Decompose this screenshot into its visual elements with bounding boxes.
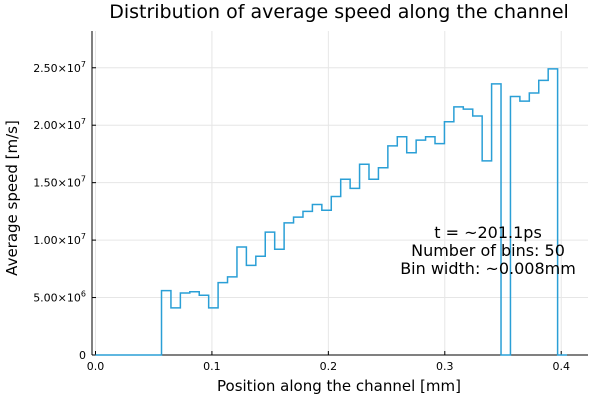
histogram-bin-18 bbox=[265, 232, 274, 355]
histogram-bin-17 bbox=[256, 256, 265, 355]
x-tick-label-3: 0.3 bbox=[436, 360, 454, 373]
histogram-bin-21 bbox=[294, 217, 303, 355]
histogram-bin-13 bbox=[218, 283, 227, 355]
annotation-bins: Number of bins: 50 bbox=[411, 241, 565, 260]
histogram-bin-42 bbox=[492, 84, 501, 355]
y-tick-label-4: 2.00×107 bbox=[33, 117, 86, 132]
histogram-bin-16 bbox=[246, 265, 255, 355]
x-tick-label-1: 0.1 bbox=[203, 360, 221, 373]
y-tick-label-2: 1.00×107 bbox=[33, 232, 86, 247]
histogram-bin-19 bbox=[275, 249, 284, 355]
x-tick-label-0: 0.0 bbox=[87, 360, 105, 373]
histogram-bin-8 bbox=[171, 308, 180, 355]
histogram-bin-20 bbox=[284, 223, 293, 355]
histogram-bin-11 bbox=[199, 295, 208, 355]
histogram-bin-26 bbox=[341, 179, 350, 355]
histogram-bin-27 bbox=[350, 188, 359, 355]
x-axis-label: Position along the channel [mm] bbox=[217, 377, 461, 395]
y-axis-label: Average speed [m/s] bbox=[3, 120, 21, 276]
histogram-bin-15 bbox=[237, 247, 246, 355]
histogram-bin-14 bbox=[228, 277, 237, 355]
y-tick-label-3: 1.50×107 bbox=[33, 175, 86, 190]
histogram-bin-25 bbox=[331, 196, 340, 355]
histogram-bin-47 bbox=[539, 80, 548, 355]
histogram-bin-7 bbox=[162, 291, 171, 355]
y-tick-label-1: 5.00×106 bbox=[33, 290, 86, 305]
histogram-bin-48 bbox=[548, 69, 557, 355]
x-tick-label-4: 0.4 bbox=[552, 360, 570, 373]
y-tick-label-5: 2.50×107 bbox=[33, 60, 86, 75]
histogram-bin-12 bbox=[209, 308, 218, 355]
histogram-bin-23 bbox=[312, 204, 321, 355]
y-tick-label-0: 0 bbox=[79, 349, 86, 362]
histogram-series-line bbox=[95, 68, 568, 356]
histogram-bin-22 bbox=[303, 211, 312, 355]
annotation-bin-width: Bin width: ~0.008mm bbox=[400, 259, 576, 278]
histogram-bin-28 bbox=[360, 164, 369, 355]
histogram-bin-29 bbox=[369, 179, 378, 355]
histogram-bin-31 bbox=[388, 146, 397, 355]
series-layer bbox=[95, 68, 568, 356]
histogram-bin-10 bbox=[190, 292, 199, 355]
histogram-bin-32 bbox=[397, 137, 406, 355]
x-tick-label-2: 0.2 bbox=[320, 360, 338, 373]
chart-title: Distribution of average speed along the … bbox=[109, 1, 569, 23]
x-axis-ticks: 0.0 0.1 0.2 0.3 0.4 bbox=[87, 351, 570, 373]
annotation-box: t = ~201.1ps Number of bins: 50 Bin widt… bbox=[400, 223, 576, 278]
annotation-time: t = ~201.1ps bbox=[434, 223, 542, 242]
y-axis-ticks: 0 5.00×106 1.00×107 1.50×107 2.00×107 2.50×10… bbox=[33, 60, 96, 362]
histogram-bin-30 bbox=[378, 168, 387, 355]
histogram-bin-9 bbox=[180, 293, 189, 355]
histogram-bin-24 bbox=[322, 210, 331, 355]
